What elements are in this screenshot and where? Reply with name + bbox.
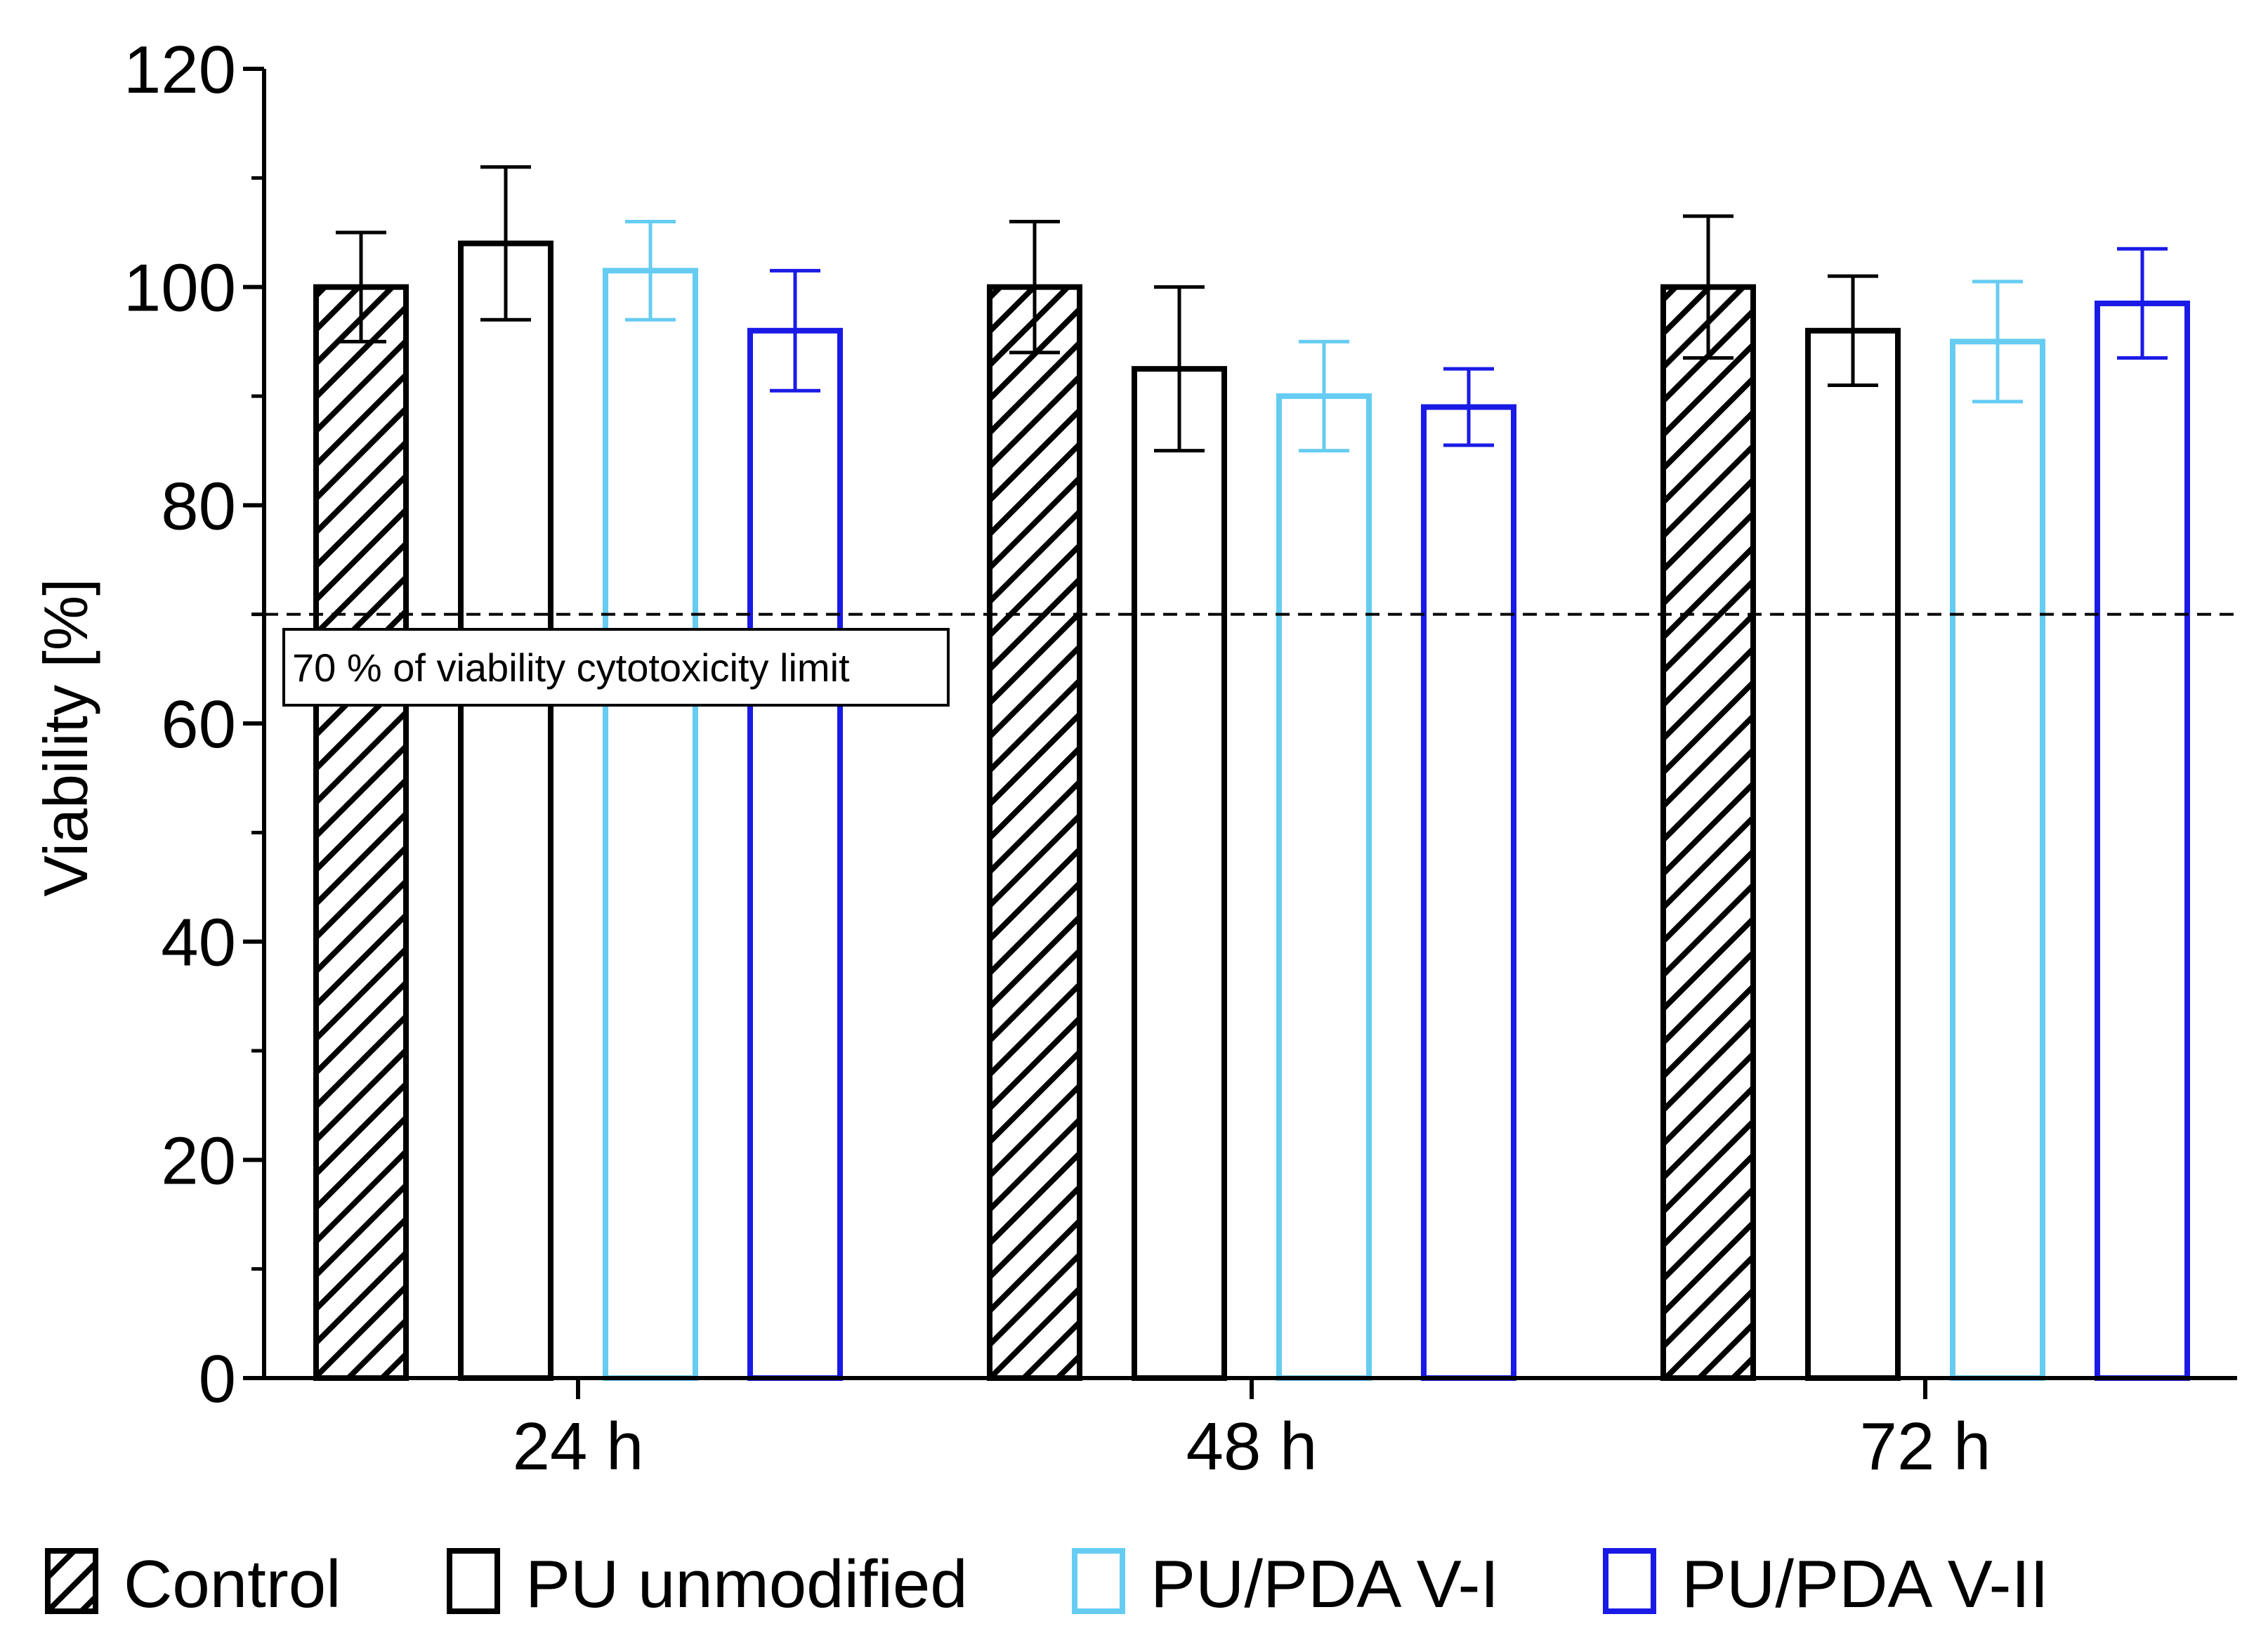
bars: [313, 240, 2190, 1382]
y-tick-label: 20: [161, 1123, 236, 1198]
bar-control-48h: [987, 284, 1082, 1382]
y-axis-label: Viability [%]: [31, 578, 100, 896]
x-ticks: 24 h 48 h 72 h: [513, 1378, 1991, 1484]
bar-pu-pda-v-i-48h: [1276, 393, 1372, 1381]
y-tick-label: 100: [124, 251, 236, 326]
bar-pu-pda-v-i-72h: [1950, 339, 2045, 1381]
bar-pu-pda-v-ii-24h: [747, 327, 843, 1381]
legend-item: Control: [45, 1547, 341, 1622]
legend-item: PU/PDA V-I: [1072, 1547, 1499, 1622]
bar-pu-unmodified-24h: [458, 240, 553, 1381]
cytotoxicity-limit-annotation: 70 % of viability cytotoxicity limit: [282, 628, 950, 707]
x-tick-label: 72 h: [1860, 1409, 1991, 1484]
y-tick-label: 0: [199, 1342, 236, 1417]
y-tick-label: 120: [124, 32, 236, 107]
error-bar: [1154, 285, 1205, 453]
bar-control-72h: [1660, 284, 1756, 1382]
annotation-label: 70 % of viability cytotoxicity limit: [292, 645, 850, 690]
error-bar: [770, 268, 820, 393]
bar-pu-unmodified-48h: [1132, 366, 1227, 1382]
y-tick-label: 80: [161, 468, 236, 544]
error-bar: [2117, 247, 2168, 360]
legend-swatch: [1603, 1548, 1656, 1614]
bar-control-24h: [313, 284, 409, 1382]
error-bar: [1683, 214, 1734, 360]
error-bar: [480, 165, 531, 322]
error-bar: [625, 219, 676, 322]
legend-label: PU/PDA V-II: [1682, 1547, 2049, 1622]
bar-pu-pda-v-ii-72h: [2095, 300, 2190, 1381]
legend: Control PU unmodified PU/PDA V-I PU/PDA V-I…: [45, 1547, 2049, 1622]
legend-label: Control: [124, 1547, 341, 1622]
legend-item: PU unmodified: [447, 1547, 968, 1622]
legend-label: PU unmodified: [525, 1547, 968, 1622]
legend-item: PU/PDA V-II: [1603, 1547, 2049, 1622]
error-bar: [336, 230, 386, 343]
bar-pu-pda-v-ii-48h: [1421, 404, 1516, 1381]
bar-pu-pda-v-i-24h: [603, 268, 698, 1381]
x-tick-label: 48 h: [1186, 1409, 1318, 1484]
error-bars: [336, 165, 2168, 453]
bar-pu-unmodified-72h: [1805, 327, 1901, 1381]
error-bar: [1009, 219, 1060, 355]
error-bar: [1972, 280, 2023, 404]
legend-label: PU/PDA V-I: [1151, 1547, 1499, 1622]
legend-swatch: [1072, 1548, 1125, 1614]
x-tick-label: 24 h: [513, 1409, 644, 1484]
y-tick-label: 40: [161, 905, 236, 981]
error-bar: [1443, 367, 1494, 447]
y-tick-label: 60: [161, 687, 236, 762]
legend-swatch: [447, 1548, 500, 1614]
legend-swatch: [45, 1548, 98, 1614]
annotation-box: [282, 628, 950, 707]
y-ticks: 0 20 40 60 80 100 120: [124, 32, 264, 1417]
error-bar: [1299, 339, 1349, 453]
error-bar: [1828, 274, 1878, 387]
